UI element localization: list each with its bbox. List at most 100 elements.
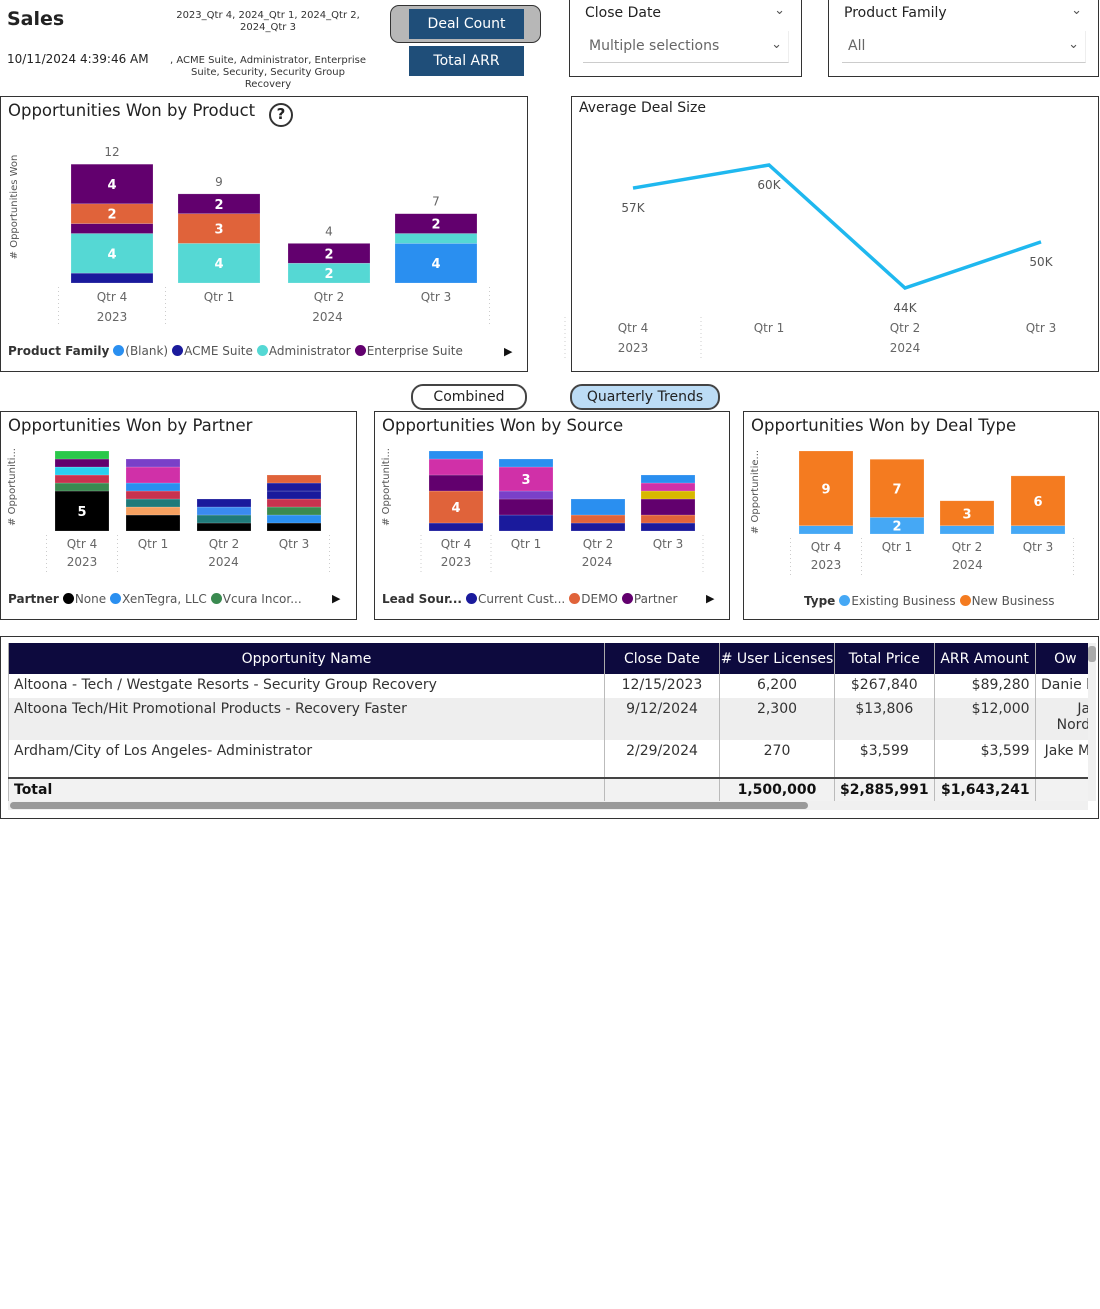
bar-segment [54, 490, 110, 532]
x-tick-label: Qtr 2 [583, 537, 614, 551]
data-label: 2 [324, 267, 333, 282]
legend-dot-icon [354, 345, 366, 356]
deal-type-chart-panel: Opportunities Won by Deal Type 9 2 7 3 6 Qtr … [743, 411, 1099, 620]
legend-item[interactable]: None [74, 592, 107, 606]
x-tick-label: Qtr 1 [511, 537, 542, 551]
legend-dot-icon [62, 593, 74, 604]
data-label: 57K [621, 201, 645, 215]
bar-segment [266, 514, 322, 524]
column-header[interactable]: # User Licenses [719, 643, 835, 674]
vertical-scrollbar-track[interactable] [1088, 643, 1096, 801]
legend-item[interactable]: Administrator [268, 344, 351, 358]
bar-segment [54, 474, 110, 484]
legend-dot-icon [465, 593, 477, 604]
bar-segment [54, 466, 110, 476]
legend-next-arrow-icon[interactable]: ▶ [332, 592, 341, 605]
data-label: 4 [214, 257, 223, 272]
total-label: 9 [215, 175, 223, 189]
chevron-down-icon[interactable]: ⌄ [774, 3, 785, 18]
help-icon[interactable]: ? [269, 103, 293, 127]
legend-item[interactable]: Current Cust... [477, 592, 566, 606]
quarter-filter-summary: 2023_Qtr 4, 2024_Qtr 1, 2024_Qtr 2, 2024… [176, 10, 360, 33]
legend-item[interactable]: Partner [633, 592, 678, 606]
bar-segment [394, 243, 478, 284]
legend-dot-icon [621, 593, 633, 604]
bar-segment [196, 514, 252, 524]
data-label: 2 [324, 247, 333, 262]
data-label: 50K [1029, 255, 1053, 269]
legend-item[interactable]: Existing Business [851, 594, 956, 608]
bar-segment [640, 482, 696, 492]
legend-item[interactable]: (Blank) [125, 344, 169, 358]
total-cell: 1,500,000 [719, 777, 835, 801]
source-chart-panel: Opportunities Won by Source 4 3 Qtr 4 Qtr 1… [374, 411, 730, 620]
data-label: 2 [214, 198, 223, 213]
legend-item[interactable]: XenTegra, LLC [122, 592, 207, 606]
x-year-label: 2023 [67, 555, 98, 569]
partner-chart-svg: 5 Qtr 4 Qtr 1 Qtr 2 Qtr 3 2023 2024 # Opportuni… [7, 448, 330, 572]
x-tick-label: Qtr 3 [1026, 321, 1057, 335]
horizontal-scrollbar-thumb[interactable] [10, 802, 808, 809]
column-header[interactable]: ARR Amount [933, 643, 1036, 674]
bar-segment [1010, 525, 1066, 535]
x-year-label: 2023 [618, 341, 649, 355]
legend-item[interactable]: New Business [971, 594, 1055, 608]
product-family-dropdown[interactable]: All ⌄ [842, 31, 1086, 63]
table-cell: 9/12/2024 [604, 698, 720, 740]
opportunity-link[interactable]: Altoona - Tech / Westgate Resorts - Secu… [8, 674, 605, 698]
bar-segment [798, 450, 854, 526]
slicer-label: Product Family [844, 5, 947, 21]
chart-title: Opportunities Won by Partner [8, 416, 253, 435]
x-year-label: 2024 [952, 558, 983, 572]
data-label: 9 [821, 482, 830, 497]
chevron-down-icon[interactable]: ⌄ [1071, 3, 1082, 18]
deal-count-button[interactable]: Deal Count [409, 9, 524, 39]
total-cell: $1,643,241 [933, 777, 1036, 801]
legend-item[interactable]: Vcura Incor... [222, 592, 302, 606]
table-cell: $12,000 [933, 698, 1036, 740]
legend-item[interactable]: Enterprise Suite [366, 344, 463, 358]
bar-segment [177, 193, 261, 214]
combined-toggle[interactable]: Combined [411, 384, 527, 410]
bar-segment [266, 522, 322, 532]
data-label: 60K [757, 178, 781, 192]
table-cell: $13,806 [834, 698, 935, 740]
column-header[interactable]: Opportunity Name ▲ [8, 643, 605, 1309]
data-label: 3 [214, 223, 223, 238]
bar-segment [640, 514, 696, 524]
quarterly-trends-toggle[interactable]: Quarterly Trends [570, 384, 720, 410]
bar-segment [498, 498, 554, 516]
legend-next-arrow-icon[interactable]: ▶ [706, 592, 715, 605]
legend-dot-icon [839, 595, 851, 606]
close-date-dropdown[interactable]: Multiple selections ⌄ [583, 31, 789, 63]
column-header[interactable]: Ow [1034, 643, 1096, 674]
product-family-slicer: Product Family ⌄ All ⌄ [828, 0, 1099, 77]
bar-segment [125, 490, 181, 500]
y-axis-label: # Opportuniti... [381, 448, 392, 526]
data-label: 4 [107, 178, 116, 193]
column-header[interactable]: Close Date [604, 643, 720, 674]
opportunity-link[interactable]: Ardham/City of Los Angeles- Administrato… [8, 740, 605, 778]
data-label: 7 [892, 482, 901, 497]
page-title: Sales [7, 8, 65, 30]
chart-title: Average Deal Size [579, 100, 706, 116]
column-header[interactable]: Total Price [834, 643, 935, 674]
x-year-label: 2024 [582, 555, 613, 569]
total-row: Total 1,500,000 $2,885,991 $1,643,241 [8, 777, 1096, 801]
chart-legend: Partner None XenTegra, LLC Vcura Incor... [8, 592, 302, 606]
x-tick-label: Qtr 2 [314, 290, 345, 304]
total-arr-button[interactable]: Total ARR [409, 46, 524, 76]
table-cell: 2,300 [719, 698, 835, 740]
legend-item[interactable]: DEMO [581, 592, 618, 606]
x-tick-label: Qtr 2 [209, 537, 240, 551]
bar-segment [177, 243, 261, 284]
x-year-label: 2024 [890, 341, 921, 355]
opportunity-link[interactable]: Altoona Tech/Hit Promotional Products - … [8, 698, 605, 740]
legend-item[interactable]: ACME Suite [184, 344, 253, 358]
table-cell: $267,840 [834, 674, 935, 698]
x-year-label: 2023 [811, 558, 842, 572]
chart-legend: Lead Sour... Current Cust... DEMO Partner [382, 592, 678, 606]
vertical-scrollbar-thumb[interactable] [1088, 646, 1096, 662]
legend-next-arrow-icon[interactable]: ▶ [504, 345, 513, 358]
y-axis-label: # Opportunities Won [9, 155, 20, 260]
